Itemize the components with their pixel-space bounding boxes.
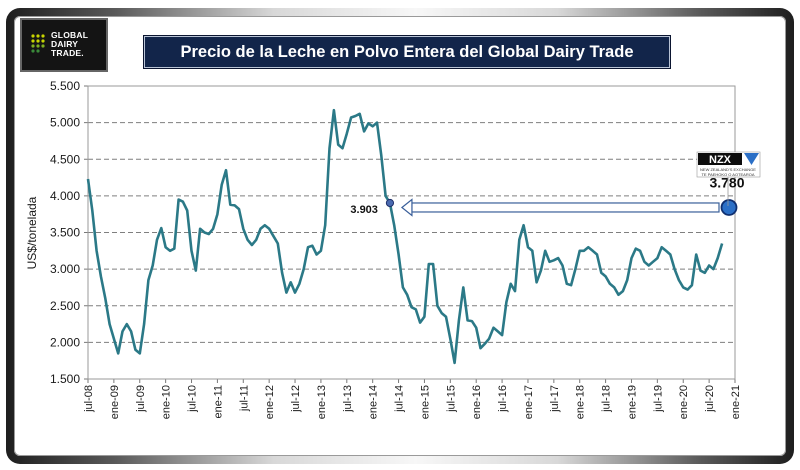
grid-lines xyxy=(84,85,736,383)
x-tick-label: jul-11 xyxy=(238,385,250,412)
x-tick-label: jul-19 xyxy=(652,385,664,413)
nzx-logo: NZX NEW ZEALAND'S EXCHANGE TE PAEHOKO O … xyxy=(696,151,761,206)
x-tick-label: ene-12 xyxy=(264,385,276,419)
nzx-badge-block xyxy=(698,153,742,165)
x-tick-label: jul-14 xyxy=(394,385,406,413)
x-tick-label: jul-09 xyxy=(135,385,147,413)
logo-text: GLOBAL DAIRY TRADE. xyxy=(51,31,105,58)
callout-arrow-shaft xyxy=(411,202,720,213)
x-tick-label: ene-20 xyxy=(678,385,690,419)
nzx-badge-subtext: TE PAEHOKO O AOTEAROA xyxy=(701,172,754,177)
y-tick-label: 1.500 xyxy=(50,372,80,386)
y-tick-label: 3.500 xyxy=(50,226,80,240)
x-tick-label: ene-15 xyxy=(419,385,431,419)
global-dairy-trade-logo: GLOBAL DAIRY TRADE. xyxy=(22,20,106,70)
x-tick-label: ene-17 xyxy=(523,385,535,419)
plot-area-border xyxy=(87,85,736,380)
y-tick-label: 3.000 xyxy=(50,262,80,276)
y-tick-label: 5.500 xyxy=(50,79,80,93)
x-tick-label: jul-12 xyxy=(290,385,302,413)
x-tick-label: ene-10 xyxy=(161,385,173,419)
gdt-dots-icon xyxy=(31,34,45,53)
x-tick-labels: jul-08 ene-09 jul-09 ene-10 jul-10 ene-11 jul-… xyxy=(83,385,742,419)
nzx-badge-text: NZX xyxy=(709,154,732,166)
callout-arrow-head xyxy=(400,198,413,217)
data-label-3903: 3.903 xyxy=(350,204,378,216)
price-callout: 3.903 3.780 xyxy=(350,174,745,217)
point-marker-3780 xyxy=(720,199,738,216)
y-tick-labels: 1.500 2.000 2.500 3.000 3.500 4.000 4.500 5.000… xyxy=(50,79,80,386)
x-tick-label: jul-17 xyxy=(549,385,561,413)
logo-text-line: TRADE. xyxy=(51,48,84,58)
logo-text-line: GLOBAL xyxy=(51,30,89,40)
y-axis-label: US$/tonelada xyxy=(25,196,39,269)
y-tick-label: 2.000 xyxy=(50,335,80,349)
x-tick-label: ene-16 xyxy=(471,385,483,419)
x-tick-label: jul-18 xyxy=(601,385,613,413)
x-tick-label: ene-14 xyxy=(368,385,380,419)
x-tick-label: ene-13 xyxy=(316,385,328,419)
x-tick-label: ene-11 xyxy=(212,385,224,418)
y-tick-label: 2.500 xyxy=(50,299,80,313)
x-tick-label: jul-20 xyxy=(704,385,716,413)
y-tick-label: 5.000 xyxy=(50,116,80,130)
x-tick-label: ene-18 xyxy=(575,385,587,419)
nzx-chevron-icon xyxy=(744,153,759,165)
logo-text-line: DAIRY xyxy=(51,39,79,49)
x-tick-label: jul-16 xyxy=(497,385,509,413)
y-tick-label: 4.500 xyxy=(50,152,80,166)
y-tick-label: 4.000 xyxy=(50,189,80,203)
chart-title-box: Precio de la Leche en Polvo Entera del G… xyxy=(144,36,670,68)
x-tick-label: ene-19 xyxy=(626,385,638,419)
nzx-badge-subtext: NEW ZEALAND'S EXCHANGE xyxy=(700,167,756,172)
x-tick-label: jul-13 xyxy=(342,385,354,413)
data-label-3780: 3.780 xyxy=(709,174,744,190)
chart-title: Precio de la Leche en Polvo Entera del G… xyxy=(180,43,634,61)
x-tick-label: jul-15 xyxy=(445,385,457,413)
x-tick-label: jul-08 xyxy=(83,385,95,413)
x-tick-label: ene-09 xyxy=(109,385,121,419)
x-tick-label: jul-10 xyxy=(187,385,199,413)
series-line xyxy=(86,108,724,365)
x-tick-label: ene-21 xyxy=(730,385,742,419)
point-marker-3903 xyxy=(385,198,395,208)
